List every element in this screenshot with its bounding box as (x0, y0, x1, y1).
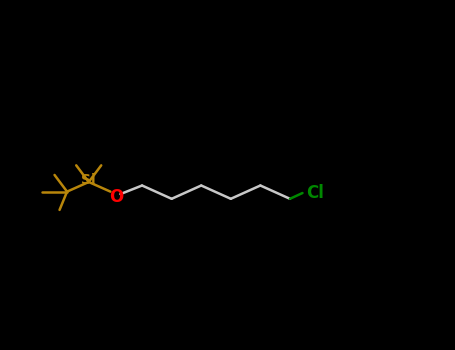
Text: Si: Si (81, 173, 96, 187)
Text: O: O (109, 188, 123, 206)
Text: Cl: Cl (306, 184, 324, 202)
